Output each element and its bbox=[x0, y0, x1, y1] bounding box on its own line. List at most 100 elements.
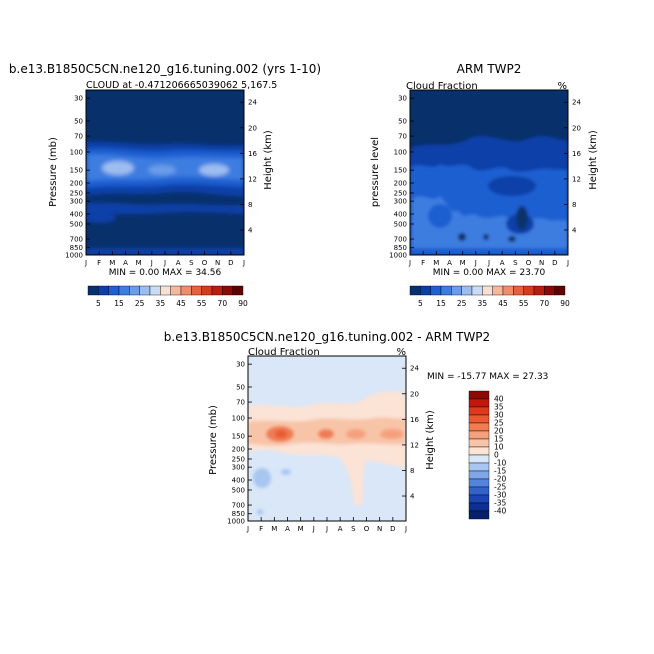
y-tick-label: 150 bbox=[232, 433, 245, 441]
y-right-tick-label: 24 bbox=[248, 99, 257, 107]
x-tick-label: D bbox=[390, 525, 395, 533]
y-tick-label: 100 bbox=[394, 149, 407, 157]
y-tick-label: 700 bbox=[394, 236, 407, 244]
y-tick-label: 1000 bbox=[65, 252, 83, 260]
y-tick-label: 100 bbox=[70, 149, 83, 157]
colorbar-swatch bbox=[170, 285, 182, 296]
panel2-cloud-deep bbox=[412, 196, 568, 248]
y-right-tick-label: 12 bbox=[248, 175, 257, 183]
colorbar-swatch bbox=[482, 285, 493, 296]
y-right-tick-label: 16 bbox=[572, 150, 581, 158]
x-tick-label: N bbox=[539, 259, 544, 267]
colorbar-swatch bbox=[87, 285, 99, 296]
colorbar-label: 35 bbox=[494, 403, 504, 412]
panel3-stats: MIN = -15.77 MAX = 27.33 bbox=[427, 372, 548, 382]
colorbar-swatch bbox=[468, 430, 490, 440]
colorbar-label: 25 bbox=[135, 299, 145, 308]
panel3-ylabel: Pressure (mb) bbox=[208, 405, 219, 475]
y-right-tick-label: 16 bbox=[248, 150, 257, 158]
panel1-cloud-max-1 bbox=[102, 161, 134, 175]
colorbar-label: 70 bbox=[540, 299, 550, 308]
panel3-max-3 bbox=[346, 429, 366, 439]
y-tick-label: 200 bbox=[394, 180, 407, 188]
y-tick-label: 400 bbox=[394, 211, 407, 219]
x-tick-label: A bbox=[338, 525, 343, 533]
x-tick-label: F bbox=[259, 525, 263, 533]
colorbar-label: 25 bbox=[494, 419, 504, 428]
y-tick-label: 70 bbox=[398, 133, 407, 141]
colorbar-swatch bbox=[468, 454, 490, 464]
colorbar-swatch bbox=[430, 285, 442, 296]
y-tick-label: 700 bbox=[232, 502, 245, 510]
panel1-stats: MIN = 0.00 MAX = 34.56 bbox=[109, 268, 222, 278]
y-tick-label: 850 bbox=[232, 510, 245, 518]
colorbar-label: 70 bbox=[218, 299, 228, 308]
x-tick-label: M bbox=[460, 259, 466, 267]
y-right-tick-label: 8 bbox=[572, 201, 576, 209]
panel3-neg-2 bbox=[281, 469, 291, 475]
panel3-units: % bbox=[396, 347, 406, 358]
x-tick-label: J bbox=[150, 259, 153, 267]
colorbar-swatch bbox=[471, 285, 483, 296]
panel-arm: ARM TWP2 Cloud Fraction % 30 50 70 100 150 20… bbox=[370, 62, 599, 308]
colorbar-label: -20 bbox=[494, 475, 506, 484]
y-tick-label: 250 bbox=[232, 455, 245, 463]
panel3-neg-3 bbox=[257, 509, 263, 515]
colorbar-label: 0 bbox=[494, 451, 499, 460]
y-right-tick-label: 20 bbox=[248, 124, 257, 132]
panel2-dark-1 bbox=[516, 206, 528, 230]
colorbar-label: 55 bbox=[519, 299, 529, 308]
colorbar-swatch bbox=[468, 390, 490, 400]
panel1-subtitle: CLOUD at -0.471206665039062 5,167.5 bbox=[86, 80, 277, 91]
x-tick-label: S bbox=[189, 259, 194, 267]
y-tick-label: 50 bbox=[398, 118, 407, 126]
colorbar-swatch bbox=[468, 406, 490, 416]
x-tick-label: A bbox=[176, 259, 181, 267]
panel2-dark-4 bbox=[508, 236, 516, 242]
panel-model: b.e13.B1850C5CN.ne120_g16.tuning.002 (yr… bbox=[9, 62, 321, 308]
x-tick-label: A bbox=[123, 259, 128, 267]
x-tick-label: A bbox=[447, 259, 452, 267]
colorbar-swatch bbox=[420, 285, 431, 296]
y-tick-label: 150 bbox=[394, 167, 407, 175]
colorbar-swatch bbox=[468, 398, 490, 408]
y-tick-label: 50 bbox=[236, 384, 245, 392]
panel3-ylabel-right: Height (km) bbox=[425, 410, 436, 470]
colorbar-swatch bbox=[201, 285, 213, 296]
y-right-tick-label: 24 bbox=[410, 365, 419, 373]
panel3-neg-1 bbox=[253, 468, 271, 488]
panel2-patch-b bbox=[428, 204, 452, 228]
colorbar-label: 90 bbox=[560, 299, 570, 308]
y-right-tick-label: 24 bbox=[572, 99, 581, 107]
colorbar-label: 45 bbox=[498, 299, 508, 308]
y-tick-label: 300 bbox=[70, 198, 83, 206]
colorbar-label: -15 bbox=[494, 467, 506, 476]
colorbar-swatch bbox=[468, 414, 490, 424]
colorbar-swatch bbox=[222, 285, 233, 296]
colorbar-label: -30 bbox=[494, 491, 506, 500]
panel2-y-ticks-right: 24 20 16 12 8 4 bbox=[564, 99, 581, 235]
colorbar-swatch bbox=[554, 285, 566, 296]
colorbar-label: 10 bbox=[494, 443, 504, 452]
colorbar-swatch bbox=[191, 285, 202, 296]
x-tick-label: O bbox=[364, 525, 370, 533]
colorbar-label: 45 bbox=[176, 299, 186, 308]
y-tick-label: 200 bbox=[232, 446, 245, 454]
colorbar-label: 15 bbox=[436, 299, 446, 308]
y-tick-label: 1000 bbox=[227, 518, 245, 526]
y-tick-label: 250 bbox=[70, 189, 83, 197]
panel2-dark-2 bbox=[458, 233, 466, 241]
colorbar-label: 35 bbox=[156, 299, 166, 308]
y-tick-label: 300 bbox=[394, 198, 407, 206]
x-tick-label: J bbox=[408, 259, 411, 267]
x-tick-label: O bbox=[526, 259, 532, 267]
y-tick-label: 30 bbox=[398, 95, 407, 103]
y-tick-label: 70 bbox=[236, 399, 245, 407]
y-tick-label: 70 bbox=[74, 133, 83, 141]
colorbar-label: 15 bbox=[494, 435, 504, 444]
colorbar-label: 20 bbox=[494, 427, 504, 436]
